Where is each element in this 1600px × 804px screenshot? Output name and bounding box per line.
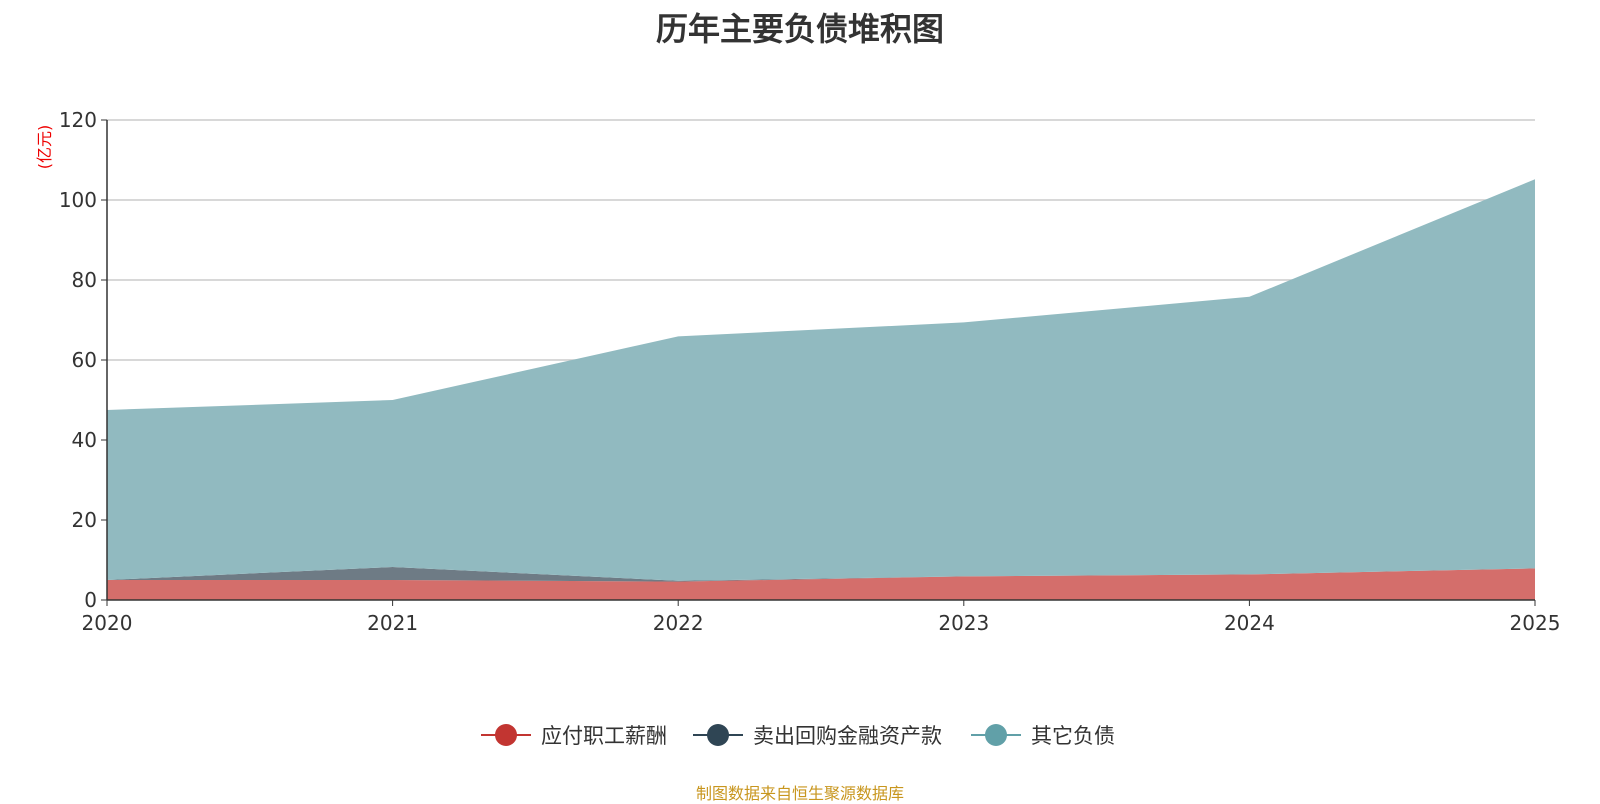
y-tick-label: 100: [59, 188, 97, 212]
data-source-note: 制图数据来自恒生聚源数据库: [695, 784, 904, 803]
y-tick-label: 20: [72, 508, 97, 532]
y-tick-label: 0: [84, 588, 97, 612]
area-series-1: [107, 567, 1535, 582]
area-series-0: [107, 568, 1535, 600]
x-tick-label: 2022: [653, 611, 704, 635]
y-tick-label: 120: [59, 108, 97, 132]
x-tick-label: 2025: [1510, 611, 1561, 635]
legend-item-2[interactable]: 其它负债: [971, 724, 1115, 748]
chart-title: 历年主要负债堆积图: [655, 10, 944, 48]
legend-item-0[interactable]: 应付职工薪酬: [481, 724, 667, 748]
legend-label: 其它负债: [1031, 724, 1115, 748]
x-tick-label: 2020: [82, 611, 133, 635]
legend-item-1[interactable]: 卖出回购金融资产款: [693, 724, 942, 748]
y-tick-label: 40: [72, 428, 97, 452]
area-series-2: [107, 179, 1535, 581]
y-tick-label: 80: [72, 268, 97, 292]
legend-label: 应付职工薪酬: [541, 724, 667, 748]
x-tick-label: 2024: [1224, 611, 1275, 635]
legend-marker: [985, 724, 1007, 746]
x-tick-label: 2023: [938, 611, 989, 635]
y-axis-unit-label: (亿元): [35, 125, 54, 170]
y-tick-label: 60: [72, 348, 97, 372]
x-tick-label: 2021: [367, 611, 418, 635]
legend-label: 卖出回购金融资产款: [753, 724, 942, 748]
legend-marker: [707, 724, 729, 746]
legend-marker: [495, 724, 517, 746]
